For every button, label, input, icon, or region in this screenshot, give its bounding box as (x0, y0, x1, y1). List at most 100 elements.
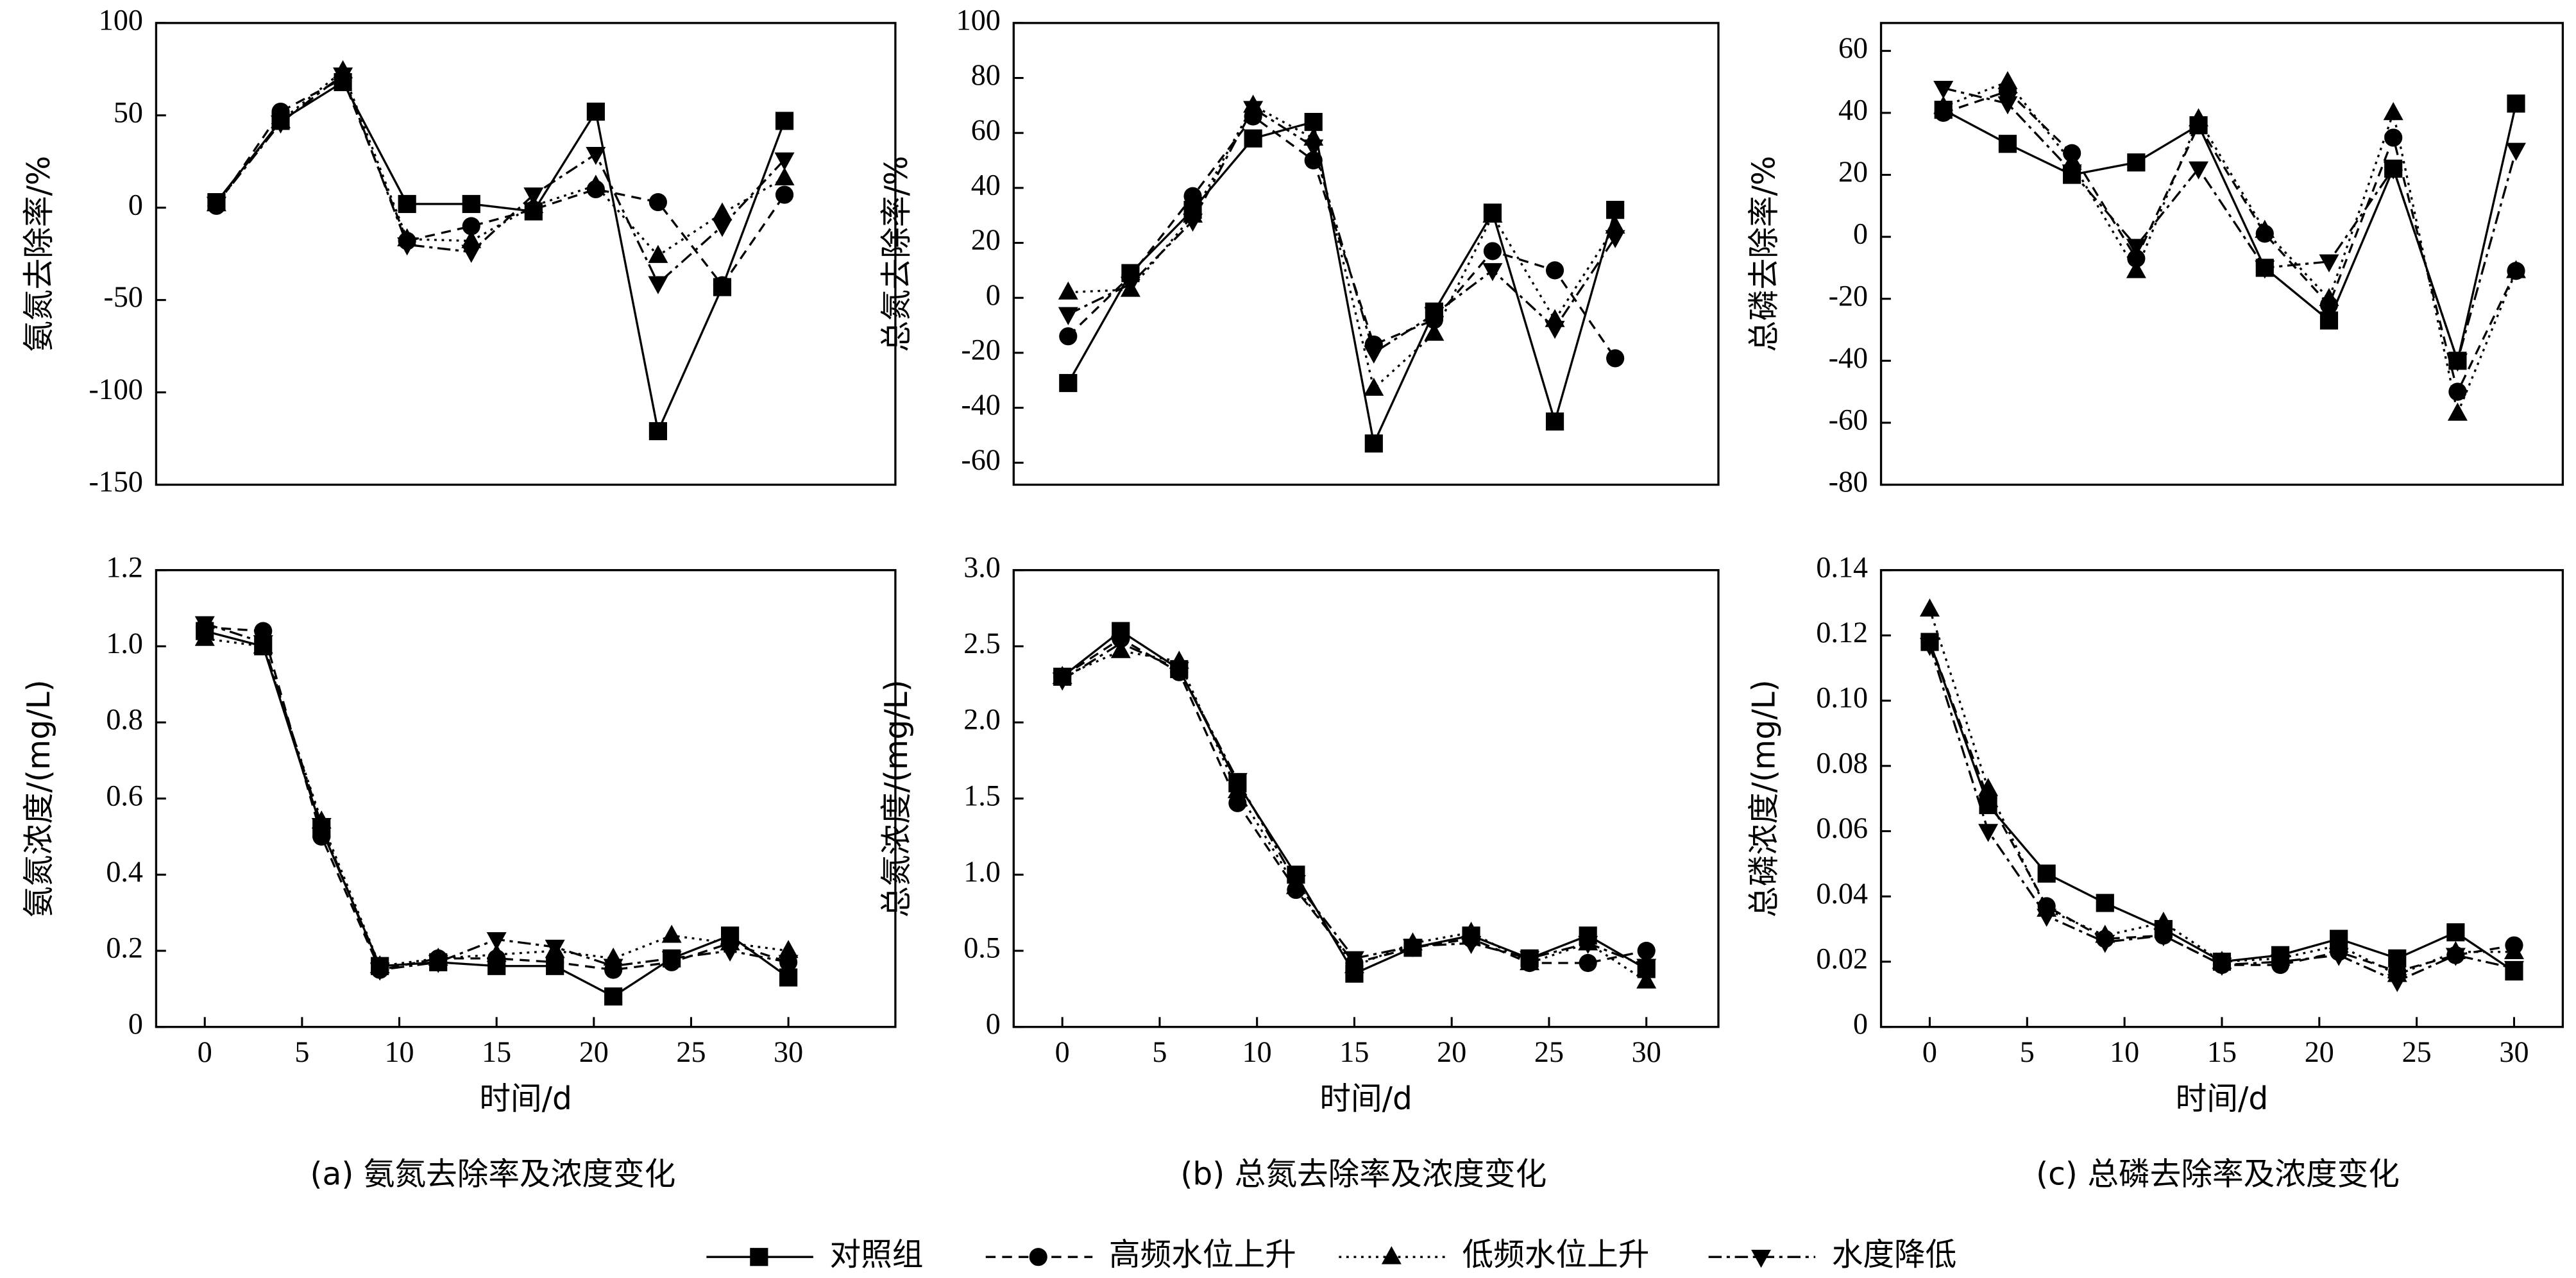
series-line (1928, 642, 2515, 973)
series-line (204, 622, 789, 971)
x-tick-label: 20 (579, 1035, 609, 1068)
y-tick-label: 50 (114, 96, 143, 128)
x-tick-label: 15 (2207, 1035, 2237, 1068)
legend-marker (1029, 1248, 1047, 1266)
data-point (1364, 377, 1384, 396)
data-point (1110, 636, 1131, 654)
x-tick-label: 15 (482, 1035, 511, 1068)
data-point (1183, 187, 1202, 205)
data-point (1303, 139, 1324, 158)
y-tick-label: 40 (971, 168, 1001, 201)
data-point (1636, 958, 1657, 977)
data-point (2446, 923, 2465, 942)
series-line (216, 76, 786, 287)
data-point (2447, 402, 2468, 421)
series-line (1068, 104, 1616, 391)
y-tick-label: 0.08 (1816, 746, 1868, 779)
y-tick-label: -20 (1829, 279, 1868, 312)
data-point (1364, 434, 1383, 453)
series-line (1943, 87, 2518, 365)
data-point (648, 276, 668, 294)
x-tick-label: 20 (2305, 1035, 2334, 1068)
data-point (311, 817, 332, 837)
data-point (720, 943, 740, 962)
data-point (486, 932, 507, 951)
data-point (397, 237, 418, 256)
data-point (1364, 345, 1384, 364)
x-axis-label: 时间/d (2176, 1081, 2269, 1117)
data-point (2447, 354, 2468, 372)
series-line (1062, 629, 1647, 975)
data-point (2037, 908, 2057, 927)
data-point (1919, 598, 1940, 617)
x-tick-label: 30 (1632, 1035, 1661, 1068)
y-tick-label: 0.6 (106, 779, 143, 812)
data-point (1545, 412, 1564, 431)
x-tick-label: 25 (1534, 1035, 1564, 1068)
y-tick-label: -40 (1829, 341, 1868, 374)
data-point (206, 196, 226, 215)
data-point (1169, 661, 1189, 680)
data-point (2270, 954, 2291, 973)
data-point (2189, 108, 2209, 126)
y-tick-label: -60 (961, 443, 1000, 476)
series-line (1928, 645, 2514, 983)
y-tick-label: -150 (89, 465, 142, 498)
data-point (1058, 281, 1078, 300)
data-point (1058, 307, 1078, 325)
data-point (2126, 260, 2146, 278)
data-point (2037, 864, 2056, 883)
data-point (2319, 287, 2339, 306)
x-tick-label: 30 (774, 1035, 803, 1068)
data-point (461, 230, 482, 248)
data-point (586, 146, 606, 166)
data-point (1059, 373, 1078, 393)
y-tick-label: 0 (986, 1007, 1001, 1040)
y-tick-label: 20 (1838, 155, 1868, 188)
legend-label: 低频水位上升 (1462, 1237, 1649, 1273)
y-tick-label: 1.0 (963, 855, 1001, 888)
x-tick-label: 0 (1922, 1035, 1937, 1068)
data-point (1052, 672, 1072, 691)
data-point (1605, 215, 1625, 234)
legend-marker (1381, 1246, 1402, 1265)
data-point (712, 202, 733, 221)
data-point (1579, 953, 1597, 973)
data-point (1997, 96, 2018, 115)
series-line (1067, 115, 1616, 359)
y-tick-label: -80 (1829, 465, 1868, 498)
data-point (545, 939, 565, 958)
data-point (194, 616, 215, 635)
x-tick-label: 10 (384, 1035, 414, 1068)
data-point (1461, 921, 1482, 940)
data-point (398, 194, 416, 214)
y-tick-label: -60 (1829, 403, 1868, 436)
data-point (604, 987, 623, 1006)
legend-marker (750, 1248, 768, 1266)
data-point (1545, 261, 1564, 280)
y-tick-label: 0 (1853, 217, 1868, 250)
data-point (1424, 323, 1445, 341)
data-point (1424, 307, 1445, 325)
data-point (712, 219, 733, 237)
data-point (1545, 321, 1565, 339)
data-point (775, 112, 794, 130)
data-point (2127, 153, 2146, 172)
y-tick-label: 0 (128, 1007, 143, 1040)
data-point (1120, 277, 1140, 295)
y-tick-label: 0 (986, 278, 1001, 311)
x-tick-label: 0 (198, 1035, 212, 1068)
x-tick-label: 5 (2020, 1035, 2035, 1068)
series-line (216, 72, 786, 285)
data-point (486, 944, 507, 962)
y-tick-label: 1.2 (106, 550, 143, 583)
data-point (2255, 260, 2275, 279)
y-tick-label: 60 (971, 114, 1001, 146)
y-tick-label: 0.04 (1816, 877, 1868, 910)
x-tick-label: 30 (2499, 1035, 2529, 1068)
data-point (2153, 928, 2174, 947)
series-line (1928, 609, 2514, 976)
series-line (1943, 90, 2518, 395)
data-point (1605, 230, 1625, 248)
